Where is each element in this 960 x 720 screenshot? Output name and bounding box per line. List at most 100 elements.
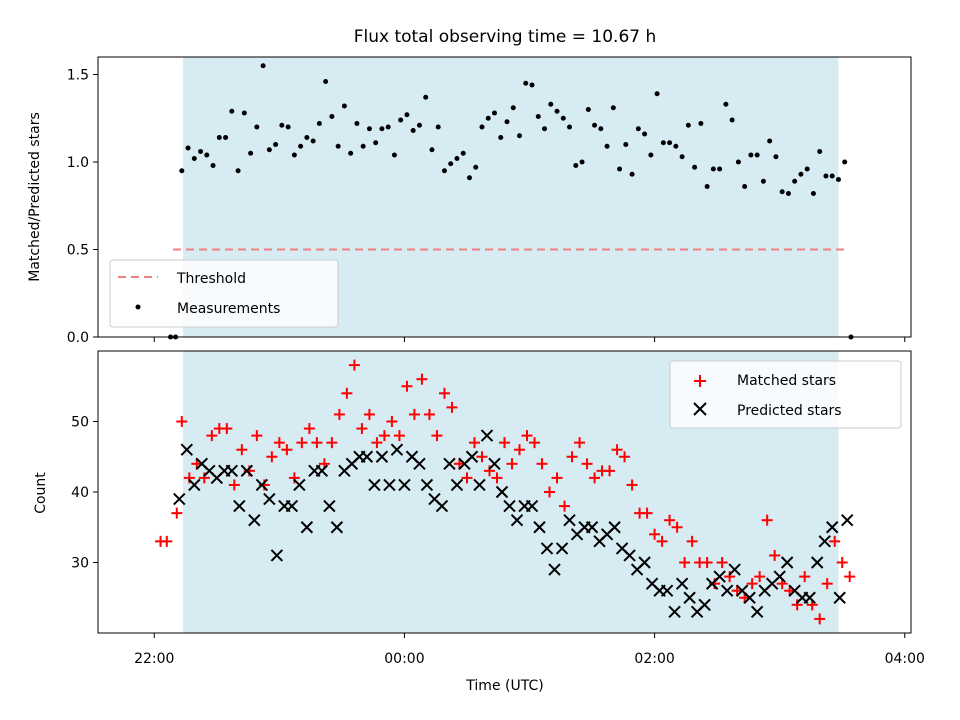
- measurement-point: [416, 122, 422, 128]
- measurement-point: [642, 131, 648, 137]
- matched-star-point: [746, 578, 758, 590]
- measurement-point: [679, 154, 685, 160]
- matched-star-point: [829, 535, 841, 547]
- predicted-star-point: [728, 563, 741, 576]
- measurement-point: [548, 101, 554, 107]
- measurement-point: [348, 150, 354, 156]
- predicted-star-point: [608, 521, 621, 534]
- predicted-star-point: [480, 429, 494, 442]
- measurement-point: [685, 122, 691, 128]
- measurement-point: [573, 163, 579, 168]
- matched-star-point: [836, 557, 848, 568]
- measurement-point: [629, 171, 635, 177]
- measurement-point: [279, 122, 285, 128]
- predicted-star-point: [248, 513, 261, 527]
- measurement-point: [798, 171, 804, 177]
- matched-star-point: [408, 408, 420, 420]
- predicted-star-point: [465, 450, 479, 463]
- matched-star-point: [446, 401, 458, 413]
- predicted-star-point: [180, 443, 194, 456]
- matched-star-point: [461, 472, 473, 484]
- measurement-point: [779, 189, 785, 195]
- measurement-point: [654, 91, 660, 97]
- measurement-point: [554, 108, 560, 114]
- matched-star-point: [671, 521, 683, 533]
- measurement-point: [254, 124, 260, 130]
- matched-star-point: [641, 507, 653, 519]
- top-measurements-series: [168, 63, 854, 340]
- predicted-star-point: [225, 464, 239, 478]
- measurement-point: [398, 117, 404, 123]
- measurement-point: [304, 135, 310, 140]
- measurement-point: [373, 140, 379, 146]
- predicted-star-point: [435, 499, 449, 513]
- measurement-point: [829, 173, 835, 179]
- predicted-star-point: [660, 584, 674, 597]
- matched-star-point: [311, 437, 323, 449]
- measurement-point: [585, 107, 591, 112]
- legend-measurements-swatch: [135, 304, 141, 310]
- measurement-point: [760, 178, 766, 184]
- predicted-star-point: [360, 450, 374, 463]
- matched-star-point: [506, 458, 518, 470]
- predicted-star-point: [263, 492, 276, 506]
- measurement-point: [448, 161, 454, 167]
- measurement-point: [817, 149, 823, 154]
- predicted-star-point: [420, 478, 434, 492]
- measurement-point: [460, 150, 466, 156]
- measurement-point: [310, 138, 316, 144]
- matched-star-point: [183, 472, 195, 484]
- measurement-point: [804, 166, 810, 172]
- measurement-point: [773, 154, 779, 160]
- measurement-point: [792, 178, 798, 184]
- matched-star-point: [604, 465, 616, 477]
- y-tick-label: 1.0: [67, 155, 89, 171]
- measurement-point: [191, 156, 197, 161]
- measurement-point: [623, 142, 629, 147]
- top-y-axis-label: Matched/Predicted stars: [27, 112, 43, 282]
- measurement-point: [635, 126, 641, 132]
- bottom-x-axis: 22:00 00:00 02:00 04:00: [134, 633, 925, 667]
- predicted-star-point: [473, 478, 486, 492]
- matched-star-point: [551, 472, 563, 484]
- measurement-point: [410, 128, 416, 133]
- measurement-point: [748, 152, 754, 158]
- matched-star-point: [664, 514, 676, 526]
- measurement-point: [667, 140, 673, 146]
- measurement-point: [441, 168, 447, 174]
- measurement-point: [204, 152, 210, 158]
- matched-star-point: [514, 444, 526, 456]
- matched-star-point: [686, 535, 698, 547]
- measurement-point: [404, 112, 410, 118]
- matched-star-point: [423, 408, 435, 420]
- measurement-point: [673, 143, 679, 149]
- predicted-star-point: [323, 499, 336, 513]
- measurement-point: [266, 147, 272, 153]
- top-panel: 0.0 0.5 1.0 1.5 Flux total observing time =…: [27, 27, 912, 346]
- measurement-point: [316, 121, 322, 126]
- matched-star-point: [348, 359, 360, 371]
- matched-star-point: [356, 423, 368, 435]
- measurement-point: [341, 103, 347, 109]
- matched-star-point: [679, 557, 691, 568]
- measurement-point: [529, 82, 535, 88]
- matched-star-point: [799, 571, 811, 583]
- matched-star-point: [378, 430, 390, 442]
- measurement-point: [491, 110, 497, 116]
- legend-matched-label: Matched stars: [737, 373, 836, 389]
- measurement-point: [241, 110, 247, 116]
- predicted-star-point: [555, 542, 569, 555]
- matched-star-point: [341, 387, 353, 399]
- measurement-point: [592, 122, 598, 128]
- measurement-point: [535, 114, 541, 119]
- measurement-point: [248, 150, 254, 156]
- predicted-star-point: [383, 478, 396, 492]
- legend-measurements-label: Measurements: [177, 301, 280, 317]
- predicted-star-point: [548, 563, 561, 576]
- matched-star-point: [296, 437, 308, 449]
- top-legend: Threshold Measurements: [109, 259, 339, 328]
- measurement-point: [723, 101, 729, 107]
- y-tick-label: 1.5: [67, 68, 89, 84]
- predicted-star-point: [375, 450, 389, 463]
